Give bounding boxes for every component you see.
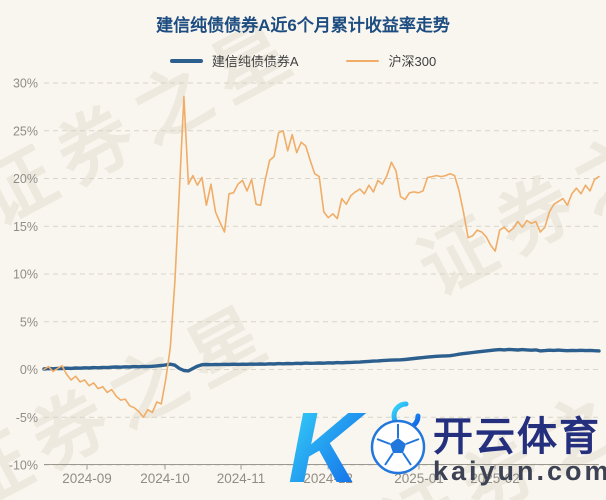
- csi300-line: [43, 95, 600, 419]
- y-tick-label: -10%: [9, 459, 38, 473]
- legend-label: 沪深300: [388, 54, 437, 69]
- y-tick-label: 10%: [13, 268, 38, 282]
- chart-legend: 建信纯债债券A 沪深300: [0, 51, 606, 70]
- chart-title: 建信纯债债券A近6个月累计收益率走势: [156, 16, 450, 35]
- csi300-line-swatch: [346, 59, 380, 62]
- x-tick-label: 2025-02: [470, 471, 520, 486]
- y-tick-label: 0%: [20, 363, 38, 377]
- y-tick-label: 30%: [13, 77, 38, 91]
- x-tick-label: 2024-12: [303, 471, 353, 486]
- fund-line-swatch: [169, 58, 203, 63]
- brand-domain: kaiyun.com: [433, 456, 606, 486]
- legend-label: 建信纯债债券A: [211, 54, 299, 69]
- x-tick-label: 2024-11: [217, 471, 266, 486]
- y-tick-label: -5%: [16, 411, 38, 425]
- soccer-ball-icon: [370, 419, 426, 475]
- legend-item-fund: 建信纯债债券A: [169, 51, 299, 70]
- x-tick-label: 2024-09: [62, 471, 112, 486]
- x-tick-label: 2024-10: [140, 471, 190, 486]
- kaiyun-logo: K 开云体育 kaiyun.com: [288, 392, 606, 500]
- legend-item-csi300: 沪深300: [346, 51, 436, 70]
- x-tick-label: 2025-01: [394, 471, 444, 486]
- y-tick-label: 5%: [20, 315, 38, 329]
- y-tick-label: 20%: [13, 172, 38, 186]
- k-letter: K: [288, 392, 367, 500]
- y-tick-label: 25%: [13, 124, 38, 138]
- y-tick-label: 15%: [13, 220, 38, 234]
- fund-line: [42, 347, 601, 373]
- brand-name: 开云体育: [433, 415, 601, 459]
